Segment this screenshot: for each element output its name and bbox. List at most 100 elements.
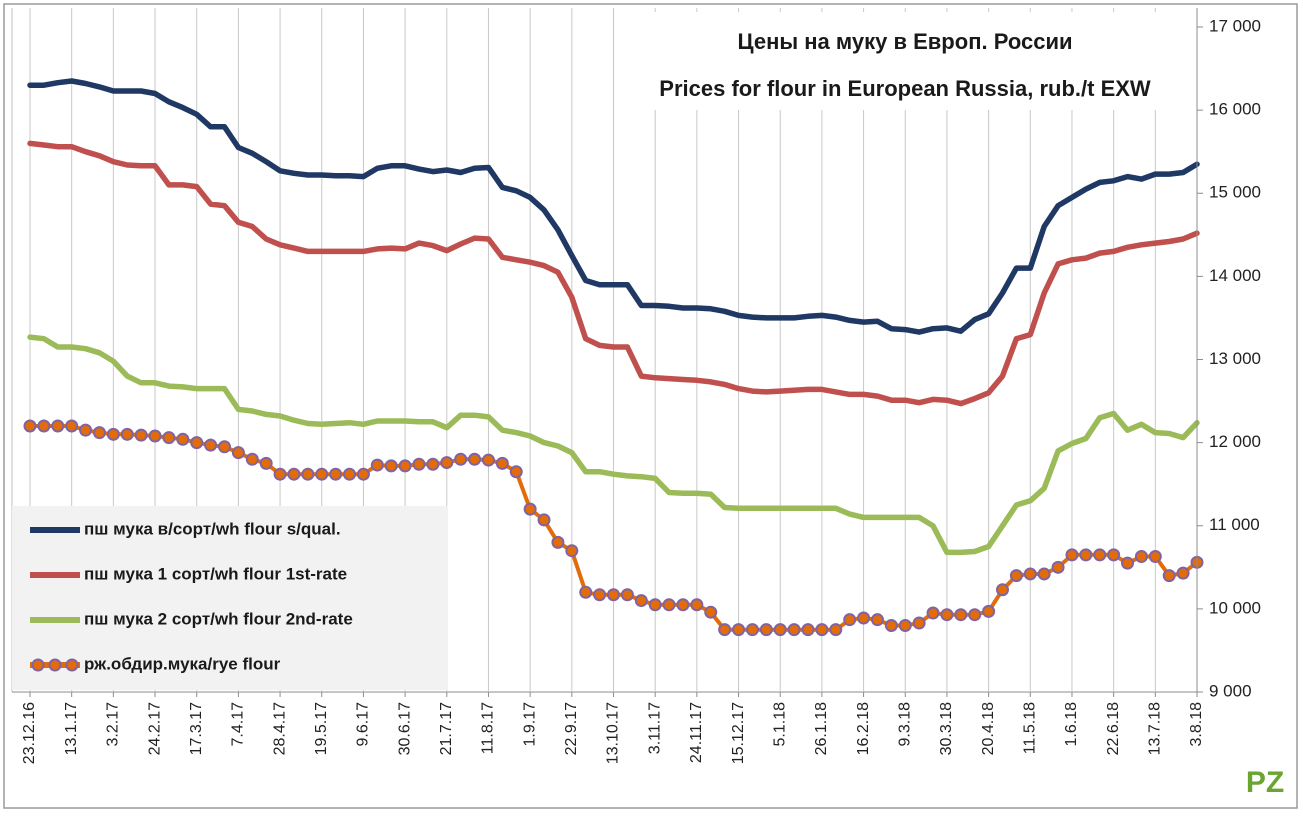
legend-label: пш мука 2 сорт/wh flour 2nd-rate <box>84 609 353 628</box>
y-tick-label: 10 000 <box>1209 598 1261 617</box>
data-point <box>384 459 398 473</box>
data-point <box>1037 567 1051 581</box>
data-point <box>634 594 648 608</box>
x-tick-label: 9.6.17 <box>355 702 372 747</box>
x-tick-label: 3.2.17 <box>105 702 122 747</box>
data-point <box>523 502 537 516</box>
data-point <box>1079 548 1093 562</box>
y-tick-label: 11 000 <box>1209 515 1260 534</box>
data-point <box>134 428 148 442</box>
x-tick-label: 22.9.17 <box>563 702 580 755</box>
data-point <box>412 457 426 471</box>
data-point <box>398 459 412 473</box>
data-point <box>565 544 579 558</box>
data-point <box>273 467 287 481</box>
x-tick-label: 30.6.17 <box>396 702 413 755</box>
data-point <box>495 456 509 470</box>
series-lines <box>23 78 1204 637</box>
data-point <box>829 623 843 637</box>
x-tick-label: 5.1.18 <box>771 702 788 747</box>
data-point <box>343 467 357 481</box>
data-point <box>190 436 204 450</box>
legend: пш мука в/сорт/wh flour s/qual. пш мука 1… <box>12 506 448 690</box>
data-point <box>231 446 245 460</box>
data-point <box>787 623 801 637</box>
x-tick-label: 19.5.17 <box>313 702 330 755</box>
x-tick-label: 3.11.17 <box>646 702 663 754</box>
series-line <box>27 78 1200 335</box>
data-point <box>287 467 301 481</box>
x-tick-label: 24.2.17 <box>146 702 163 755</box>
data-point <box>1162 569 1176 583</box>
logo: PZ <box>1246 766 1284 799</box>
data-point <box>92 426 106 440</box>
data-point <box>120 427 134 441</box>
data-point <box>690 598 704 612</box>
data-point <box>454 452 468 466</box>
legend-label: рж.обдир.мука/rye flour <box>84 654 281 673</box>
data-point <box>370 458 384 472</box>
data-point <box>218 440 231 454</box>
x-tick-label: 28.4.17 <box>271 702 288 755</box>
chart-subtitle: Prices for flour in European Russia, rub… <box>659 76 1151 101</box>
data-point <box>579 585 593 599</box>
data-point <box>106 427 120 441</box>
x-tick-label: 7.4.17 <box>230 702 247 747</box>
data-point <box>968 608 982 622</box>
x-tick-label: 20.4.18 <box>980 702 997 755</box>
data-point <box>1176 566 1190 580</box>
x-tick-label: 1.9.17 <box>521 702 538 747</box>
data-point <box>315 467 329 481</box>
data-point <box>759 623 773 637</box>
y-tick-label: 16 000 <box>1209 100 1261 119</box>
data-point <box>593 588 607 602</box>
y-tick-label: 12 000 <box>1209 432 1261 451</box>
y-tick-label: 15 000 <box>1209 183 1261 202</box>
data-point <box>37 419 51 433</box>
x-tick-label: 13.1.17 <box>63 702 80 755</box>
data-point <box>996 583 1009 597</box>
data-point <box>329 467 343 481</box>
data-point <box>940 608 954 622</box>
data-point <box>301 467 315 481</box>
data-point <box>982 604 996 618</box>
x-tick-label: 26.1.18 <box>813 702 830 755</box>
data-point <box>1051 560 1065 574</box>
data-point <box>648 598 662 612</box>
x-tick-label: 16.2.18 <box>855 702 872 755</box>
legend-marker <box>48 658 62 672</box>
data-point <box>1107 548 1121 562</box>
data-point <box>426 457 440 471</box>
data-point <box>718 623 732 637</box>
legend-label: пш мука 1 сорт/wh flour 1st-rate <box>84 564 347 583</box>
x-tick-label: 11.8.17 <box>480 702 497 754</box>
data-point <box>51 419 65 433</box>
data-point <box>843 613 857 627</box>
series-line <box>27 140 1200 407</box>
x-tick-label: 3.8.18 <box>1188 702 1205 747</box>
data-point <box>245 452 259 466</box>
y-tick-label: 13 000 <box>1209 349 1261 368</box>
x-tick-label: 22.6.18 <box>1105 702 1122 755</box>
legend-box <box>12 506 448 690</box>
data-point <box>79 423 93 437</box>
y-tick-label: 9 000 <box>1209 681 1252 700</box>
data-point <box>1134 550 1148 564</box>
x-tick-label: 13.7.18 <box>1147 702 1164 755</box>
x-tick-label: 23.12.16 <box>21 702 38 764</box>
x-tick-label: 15.12.17 <box>730 702 747 764</box>
legend-marker <box>31 658 45 672</box>
title-box <box>615 12 1195 110</box>
x-tick-label: 9.3.18 <box>896 702 913 747</box>
x-tick-label: 1.6.18 <box>1063 702 1080 747</box>
legend-label: пш мука в/сорт/wh flour s/qual. <box>84 519 341 538</box>
data-point <box>440 456 454 470</box>
data-point <box>801 623 815 637</box>
chart-title: Цены на муку в Европ. России <box>738 29 1073 54</box>
data-point <box>23 419 37 433</box>
data-point <box>704 605 718 619</box>
data-point <box>1009 569 1023 583</box>
data-point <box>356 467 370 481</box>
data-point <box>912 616 926 630</box>
